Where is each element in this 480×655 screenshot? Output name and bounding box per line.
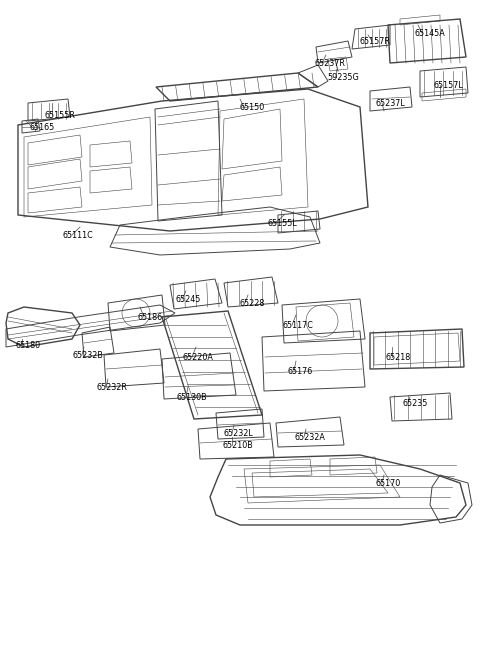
Text: 65235: 65235 [402,398,428,407]
Text: 65145A: 65145A [415,29,445,37]
Text: 65220A: 65220A [182,352,214,362]
Text: 65237R: 65237R [314,58,346,67]
Text: 65170: 65170 [375,479,401,487]
Text: 65117C: 65117C [283,320,313,329]
Text: 65180: 65180 [15,341,41,350]
Text: 65165: 65165 [29,124,55,132]
Text: 65228: 65228 [240,299,264,307]
Text: 65232B: 65232B [72,350,103,360]
Text: 65232L: 65232L [223,428,253,438]
Text: 65157R: 65157R [360,37,390,45]
Text: 65157L: 65157L [433,81,463,90]
Text: 59235G: 59235G [327,73,359,81]
Text: 65111C: 65111C [62,231,94,240]
Text: 65232R: 65232R [96,383,127,392]
Text: 65186: 65186 [137,312,163,322]
Text: 65245: 65245 [175,295,201,303]
Text: 65237L: 65237L [375,98,405,107]
Text: 65155R: 65155R [45,111,75,119]
Text: 65218: 65218 [385,352,410,362]
Text: 65130B: 65130B [177,392,207,402]
Text: 65150: 65150 [240,102,264,111]
Text: 65232A: 65232A [295,432,325,441]
Text: 65176: 65176 [288,367,312,375]
Text: 65155L: 65155L [267,219,297,227]
Text: 65210B: 65210B [223,441,253,449]
